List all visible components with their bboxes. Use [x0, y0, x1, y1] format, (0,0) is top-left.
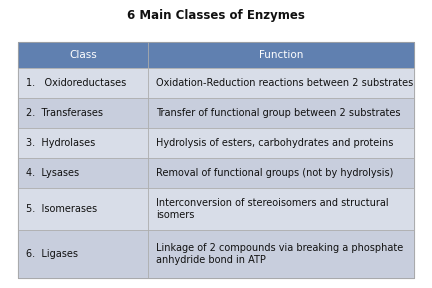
Text: Removal of functional groups (not by hydrolysis): Removal of functional groups (not by hyd…: [156, 168, 394, 178]
Text: 4.  Lysases: 4. Lysases: [26, 168, 79, 178]
Text: 6 Main Classes of Enzymes: 6 Main Classes of Enzymes: [127, 10, 305, 22]
Bar: [148, 98, 414, 128]
Bar: [18, 98, 148, 128]
Text: Transfer of functional group between 2 substrates: Transfer of functional group between 2 s…: [156, 108, 400, 118]
Text: Hydrolysis of esters, carbohydrates and proteins: Hydrolysis of esters, carbohydrates and …: [156, 138, 394, 148]
Bar: [148, 188, 414, 230]
Bar: [148, 158, 414, 188]
Bar: [18, 42, 414, 278]
Bar: [18, 230, 148, 278]
Text: Linkage of 2 compounds via breaking a phosphate
anhydride bond in ATP: Linkage of 2 compounds via breaking a ph…: [156, 243, 403, 265]
Text: 1.   Oxidoreductases: 1. Oxidoreductases: [26, 78, 126, 88]
Text: Interconversion of stereoisomers and structural
isomers: Interconversion of stereoisomers and str…: [156, 198, 389, 220]
Text: 6.  Ligases: 6. Ligases: [26, 249, 78, 259]
Bar: [18, 68, 148, 98]
Bar: [18, 158, 148, 188]
Bar: [148, 68, 414, 98]
Bar: [148, 230, 414, 278]
Bar: [18, 42, 148, 68]
Bar: [18, 128, 148, 158]
Text: Oxidation-Reduction reactions between 2 substrates: Oxidation-Reduction reactions between 2 …: [156, 78, 413, 88]
Text: 2.  Transferases: 2. Transferases: [26, 108, 103, 118]
Text: 3.  Hydrolases: 3. Hydrolases: [26, 138, 95, 148]
Text: Class: Class: [69, 50, 97, 60]
Text: 5.  Isomerases: 5. Isomerases: [26, 204, 97, 214]
Bar: [18, 188, 148, 230]
Bar: [148, 128, 414, 158]
Text: Function: Function: [259, 50, 303, 60]
Bar: [148, 42, 414, 68]
